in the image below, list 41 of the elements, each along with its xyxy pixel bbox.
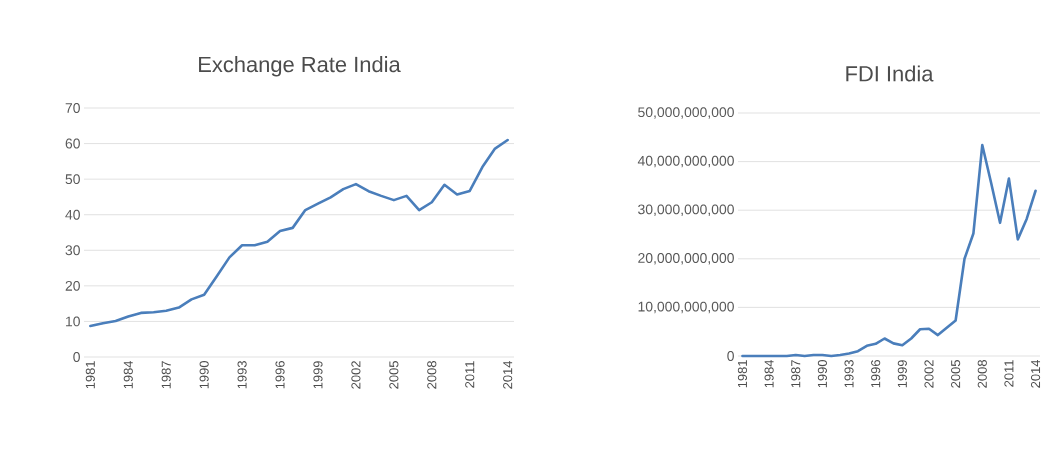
x-tick-label: 2011: [1004, 360, 1014, 387]
x-tick-label: 1996: [275, 361, 285, 389]
x-tick-label: 2008: [427, 361, 437, 389]
x-tick-label: 1999: [313, 361, 323, 389]
x-tick-label: 2002: [924, 360, 934, 388]
y-tick-label: 40: [65, 209, 80, 220]
x-tick-label: 1993: [844, 360, 854, 388]
y-tick-label: 20,000,000,000: [638, 253, 734, 265]
y-tick-label: 50: [65, 174, 80, 185]
y-tick-label: 70: [65, 103, 80, 113]
x-tick-label: 2008: [977, 360, 987, 388]
x-tick-label: 1987: [161, 361, 171, 389]
chart-title: Exchange Rate India: [199, 56, 401, 77]
y-tick-label: 50,000,000,000: [638, 107, 734, 119]
x-tick-label: 1996: [871, 360, 881, 388]
x-tick-label: 1993: [237, 361, 247, 389]
y-tick-label: 10,000,000,000: [638, 301, 734, 314]
y-tick-label: 10: [66, 316, 80, 327]
x-tick-label: 2014: [503, 360, 513, 389]
y-tick-label: 60: [65, 138, 80, 149]
x-tick-label: 2014: [1030, 359, 1041, 388]
x-tick-label: 2005: [389, 361, 399, 389]
x-tick-label: 2011: [465, 361, 475, 388]
x-tick-label: 1990: [817, 360, 827, 388]
x-tick-label: 2005: [951, 360, 961, 388]
x-tick-label: 1984: [123, 360, 133, 389]
chart-title: FDI India: [846, 65, 934, 82]
y-tick-label: 30,000,000,000: [638, 204, 734, 216]
line-series: [89, 138, 509, 328]
x-tick-label: 1981: [737, 360, 748, 388]
y-tick-label: 40,000,000,000: [637, 155, 734, 168]
y-tick-label: 0: [727, 351, 734, 361]
x-tick-label: 1981: [85, 361, 95, 389]
y-tick-label: 0: [73, 352, 80, 362]
x-tick-label: 1990: [199, 361, 209, 389]
x-tick-label: 1999: [897, 360, 907, 388]
x-tick-label: 1987: [791, 360, 801, 388]
x-tick-label: 1984: [764, 359, 774, 388]
y-tick-label: 30: [65, 245, 80, 256]
y-tick-label: 20: [65, 280, 80, 291]
x-tick-label: 2002: [351, 361, 361, 389]
